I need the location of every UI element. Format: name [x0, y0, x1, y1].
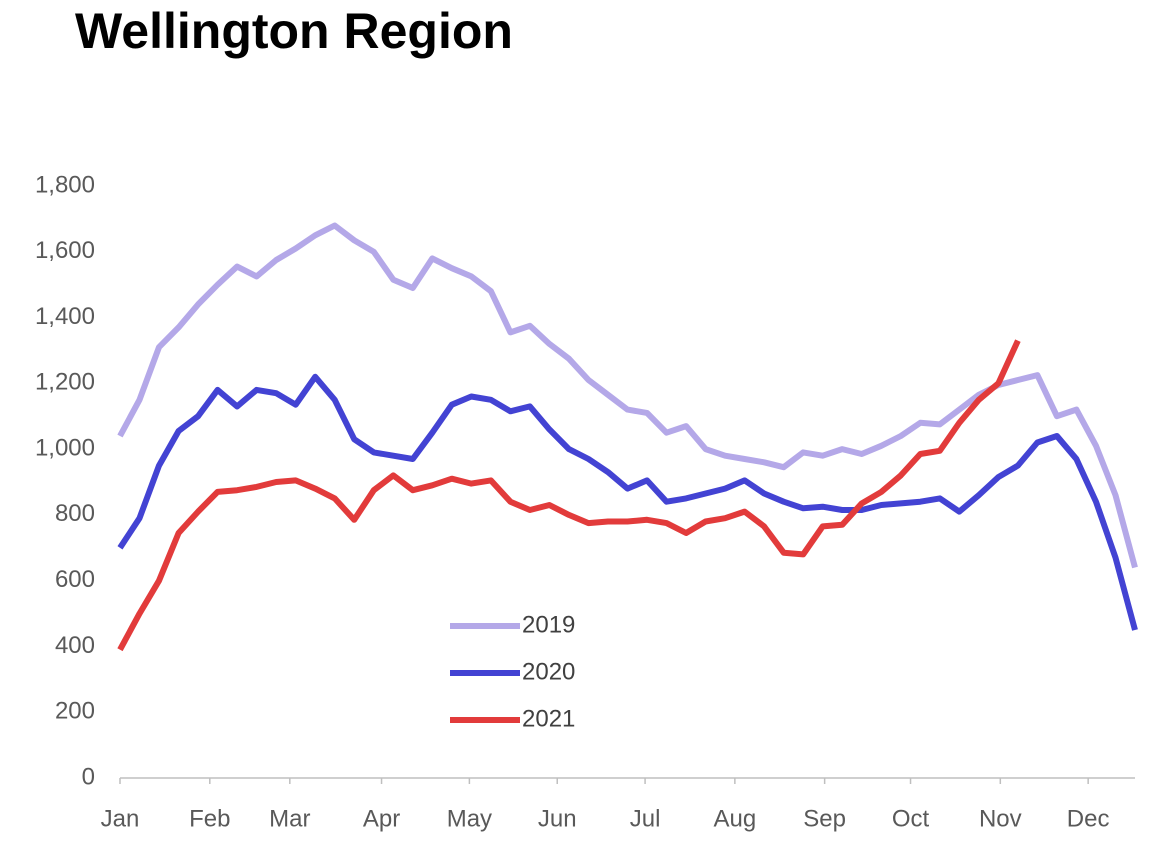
- legend-label: 2020: [522, 658, 575, 685]
- y-tick-label: 0: [82, 763, 95, 790]
- chart-title: Wellington Region: [75, 3, 513, 59]
- y-tick-label: 1,600: [35, 237, 95, 264]
- x-tick-label: Nov: [979, 805, 1022, 832]
- x-tick-label: May: [447, 805, 492, 832]
- legend-label: 2019: [522, 611, 575, 638]
- y-tick-label: 800: [55, 500, 95, 527]
- x-tick-label: Aug: [714, 805, 757, 832]
- x-tick-label: Dec: [1067, 805, 1110, 832]
- y-tick-label: 200: [55, 698, 95, 725]
- x-tick-label: Apr: [363, 805, 400, 832]
- series-line: [117, 222, 1138, 569]
- x-tick-label: Mar: [269, 805, 310, 832]
- x-tick-label: Jan: [101, 805, 140, 832]
- y-tick-label: 1,000: [35, 434, 95, 461]
- series-line: [117, 339, 1021, 652]
- y-tick-label: 600: [55, 566, 95, 593]
- x-tick-label: Oct: [892, 805, 930, 832]
- y-tick-label: 400: [55, 632, 95, 659]
- y-tick-label: 1,800: [35, 171, 95, 198]
- legend-label: 2021: [522, 705, 575, 732]
- y-tick-label: 1,200: [35, 369, 95, 396]
- series-line: [117, 373, 1138, 631]
- x-tick-label: Jun: [538, 805, 577, 832]
- x-tick-label: Jul: [630, 805, 661, 832]
- y-tick-label: 1,400: [35, 303, 95, 330]
- x-tick-label: Sep: [803, 805, 846, 832]
- x-tick-label: Feb: [189, 805, 230, 832]
